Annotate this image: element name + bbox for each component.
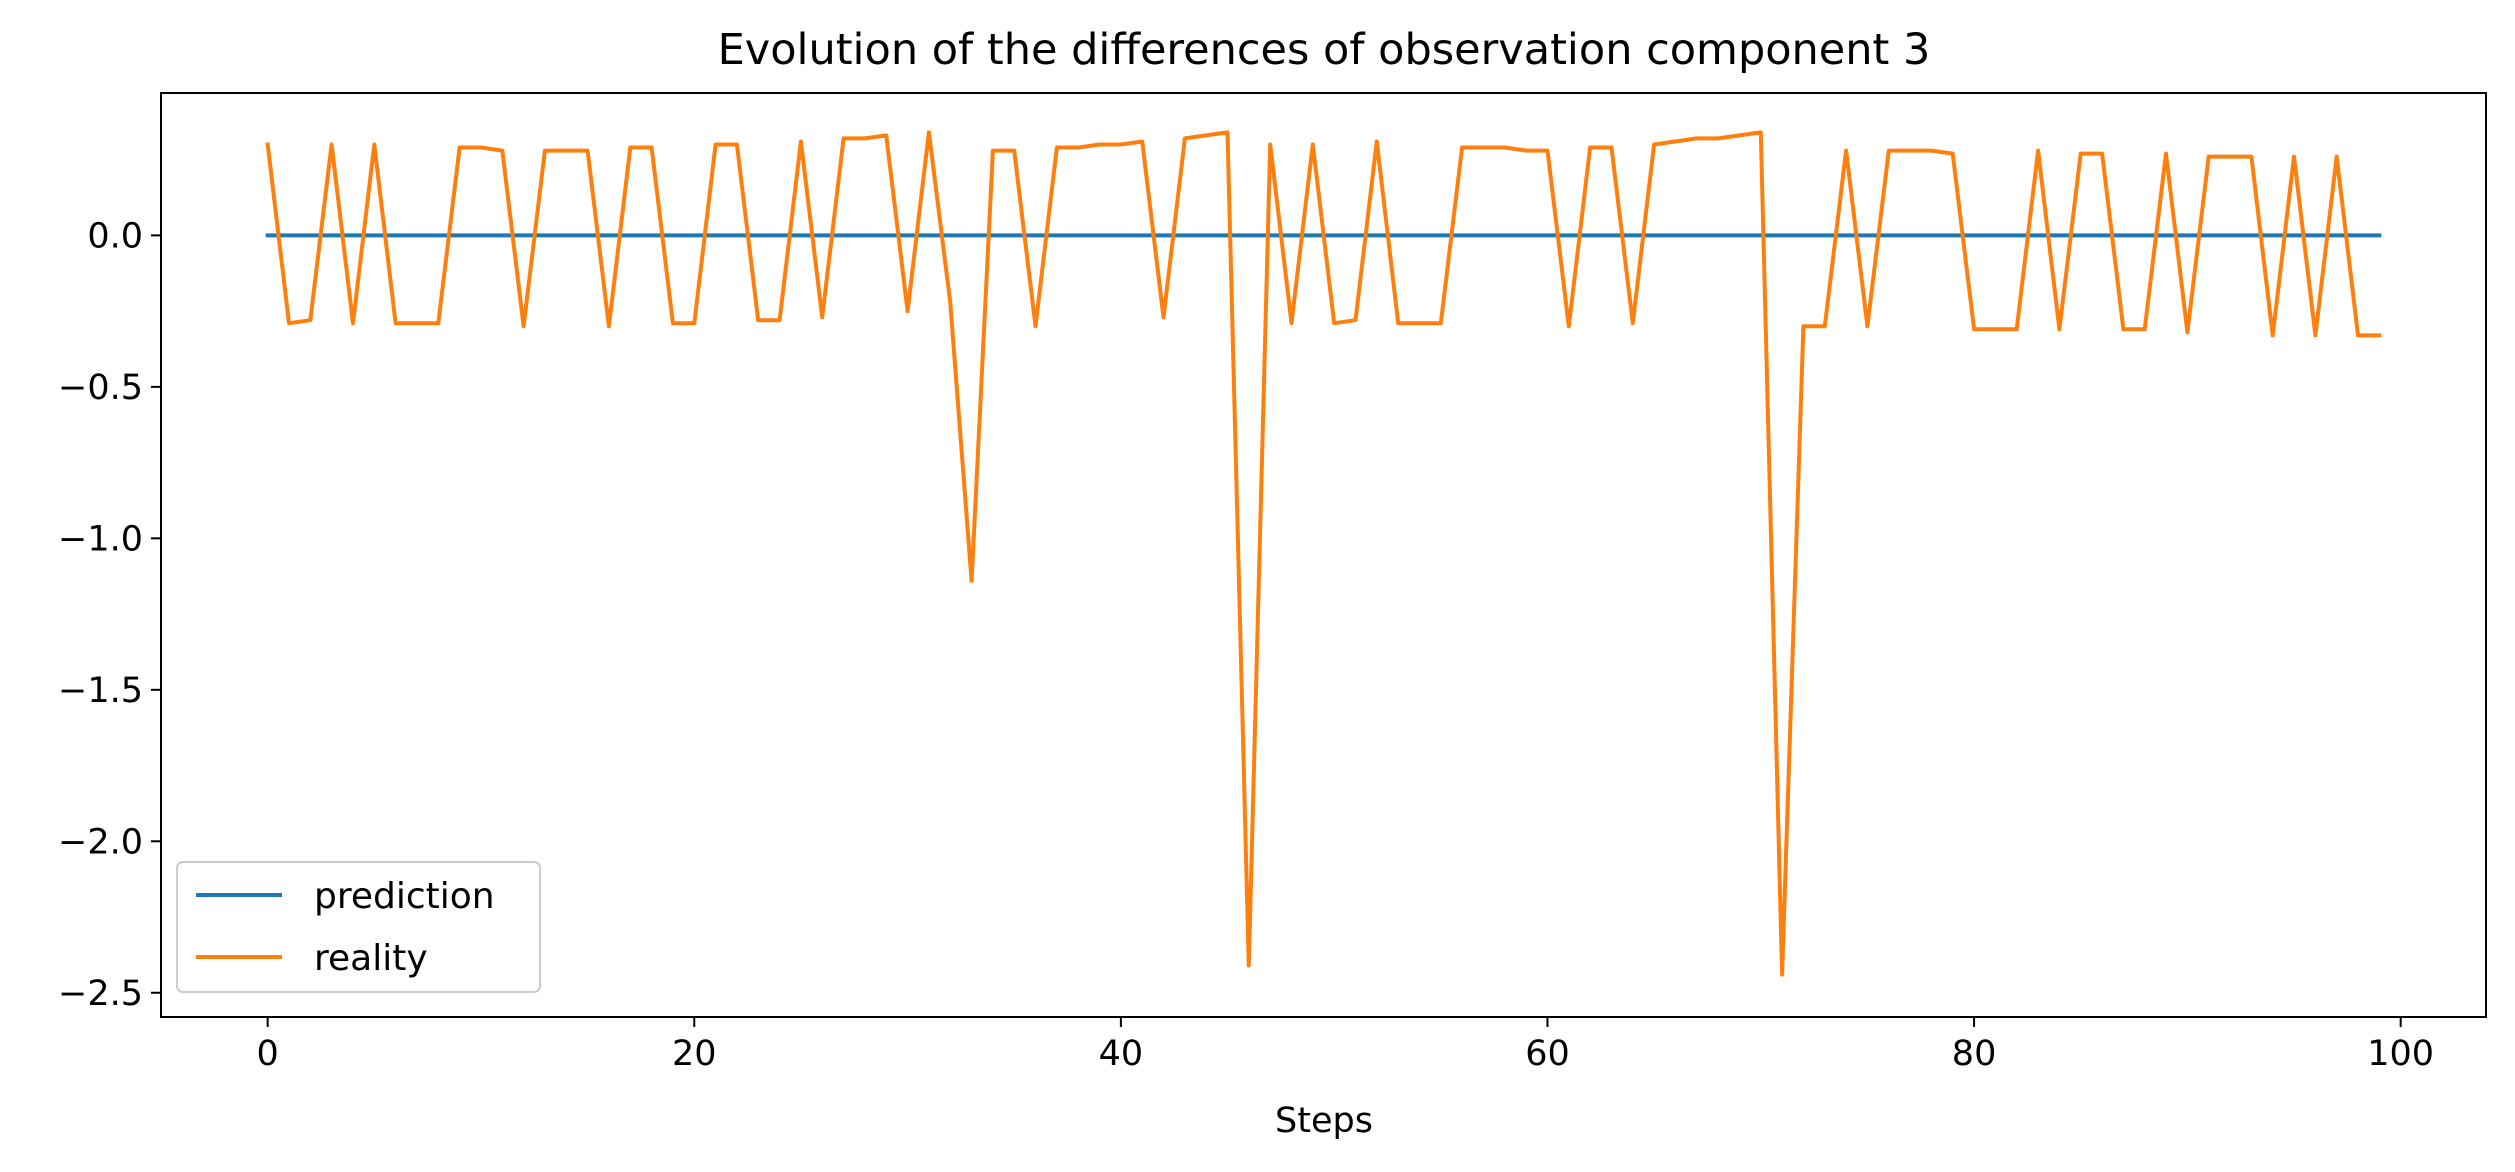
series-line-reality (265, 130, 2382, 977)
y-tick-label: −1.0 (58, 519, 143, 559)
chart-title: Evolution of the differences of observat… (718, 25, 1931, 75)
y-tick-label: −2.0 (58, 822, 143, 862)
x-tick-label: 100 (2367, 1034, 2434, 1074)
legend: prediction reality (176, 861, 541, 993)
legend-label-prediction: prediction (314, 876, 495, 917)
x-axis: 0 20 40 60 80 100 (257, 1017, 2434, 1074)
y-tick-label: 0.0 (87, 216, 143, 256)
x-tick-label: 80 (1952, 1034, 1997, 1074)
x-tick-label: 20 (672, 1034, 717, 1074)
x-tick-label: 0 (257, 1034, 279, 1074)
x-tick-label: 60 (1525, 1034, 1570, 1074)
legend-label-reality: reality (314, 938, 428, 979)
y-tick-label: −2.5 (58, 974, 143, 1014)
x-tick-label: 40 (1099, 1034, 1144, 1074)
y-tick-label: −0.5 (58, 368, 143, 408)
plot-area-frame (160, 92, 2487, 1018)
x-axis-label: Steps (1275, 1101, 1373, 1141)
y-tick-label: −1.5 (58, 671, 143, 711)
y-axis: 0.0 −0.5 −1.0 −1.5 −2.0 −2.5 (58, 216, 161, 1014)
series-layer (265, 130, 2382, 977)
